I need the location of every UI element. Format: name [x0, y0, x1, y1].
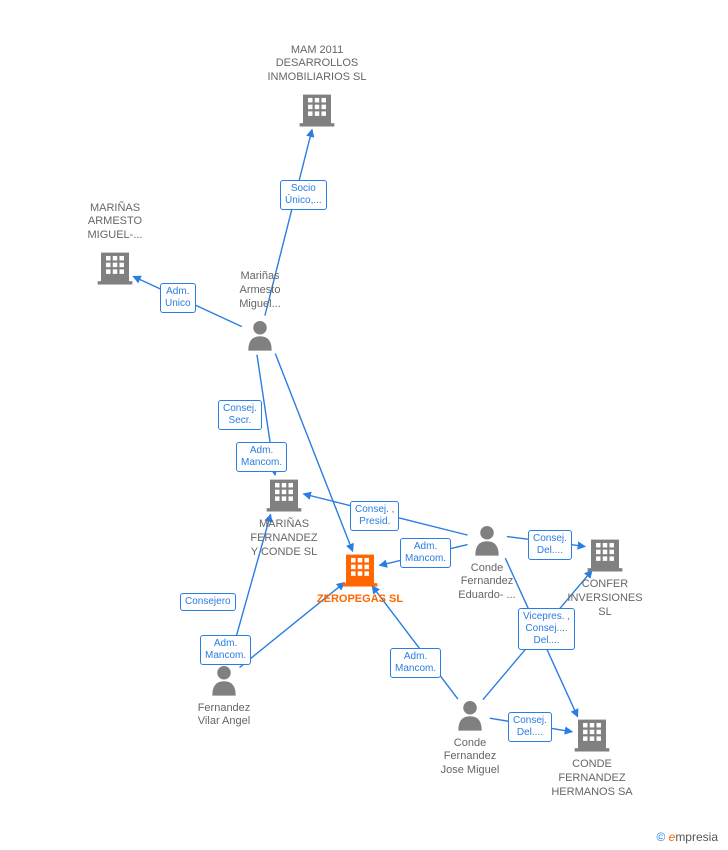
company-node-confer[interactable]	[588, 540, 623, 572]
edge-label-marinas_p-mam2011: Socio Único,...	[280, 180, 327, 210]
edge-label-conde_jm-zeropegas: Adm. Mancom.	[390, 648, 441, 678]
diagram-canvas	[0, 0, 728, 850]
person-node-marinas_p[interactable]	[248, 321, 271, 351]
node-label-conde_jm: Conde Fernandez Jose Miguel	[430, 737, 510, 778]
footer-credit: © empresia	[656, 830, 718, 844]
company-node-marinas_fc[interactable]	[267, 480, 302, 512]
edge-label-conde_ed-marinas_fc: Consej. , Presid.	[350, 501, 399, 531]
person-node-conde_jm[interactable]	[458, 701, 481, 731]
node-label-marinas_fc: MARIÑAS FERNANDEZ Y CONDE SL	[244, 518, 324, 559]
node-label-marinas_p: Mariñas Armesto Miguel...	[225, 270, 295, 311]
edge-label-marinas_p-marinas_fc: Consej. Secr.	[218, 400, 262, 430]
company-node-marinas_am[interactable]	[98, 253, 133, 285]
company-node-conde_herm[interactable]	[575, 720, 610, 752]
node-label-conde_herm: CONDE FERNANDEZ HERMANOS SA	[542, 758, 642, 799]
person-node-conde_ed[interactable]	[475, 526, 498, 556]
edge-label-marinas_p-zeropegas: Adm. Mancom.	[236, 442, 287, 472]
person-node-fern_vilar[interactable]	[212, 666, 235, 696]
edge-label-conde_ed-confer: Consej. Del....	[528, 530, 572, 560]
edge-label-conde_ed-zeropegas: Adm. Mancom.	[400, 538, 451, 568]
node-label-conde_ed: Conde Fernandez Eduardo- ...	[447, 562, 527, 603]
node-label-mam2011: MAM 2011 DESARROLLOS INMOBILIARIOS SL	[257, 44, 377, 85]
edge-label-fern_vilar-marinas_fc: Consejero	[180, 593, 236, 611]
brand-logo: empresia	[669, 830, 718, 844]
company-node-zeropegas[interactable]	[343, 555, 378, 587]
edge-label-marinas_p-marinas_am: Adm. Unico	[160, 283, 196, 313]
node-label-zeropegas: ZEROPEGAS SL	[305, 593, 415, 607]
edge-label-conde_jm-conde_herm: Consej. Del....	[508, 712, 552, 742]
edge-label-fern_vilar-zeropegas: Adm. Mancom.	[200, 635, 251, 665]
node-label-fern_vilar: Fernandez Vilar Angel	[184, 702, 264, 730]
copyright-symbol: ©	[656, 830, 665, 844]
edge-label-conde_jm-confer: Vicepres. , Consej.... Del....	[518, 608, 575, 650]
node-label-marinas_am: MARIÑAS ARMESTO MIGUEL-...	[75, 202, 155, 243]
company-node-mam2011[interactable]	[300, 95, 335, 127]
